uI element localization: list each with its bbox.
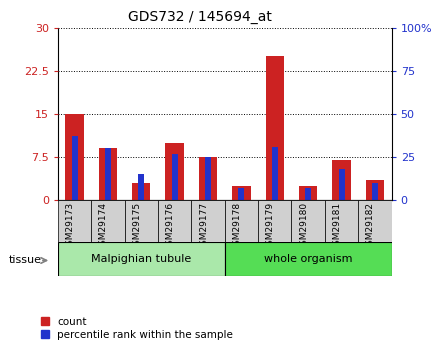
Bar <box>232 186 251 200</box>
Bar <box>266 56 284 200</box>
Text: GSM29176: GSM29176 <box>166 202 174 251</box>
Text: GSM29179: GSM29179 <box>266 202 275 251</box>
Bar <box>299 186 317 200</box>
Bar <box>332 160 351 200</box>
Text: whole organism: whole organism <box>264 254 352 264</box>
Bar <box>65 114 84 200</box>
Legend: count, percentile rank within the sample: count, percentile rank within the sample <box>41 317 233 340</box>
Bar <box>272 147 278 200</box>
Bar <box>99 148 117 200</box>
Bar <box>91 200 125 242</box>
Text: tissue: tissue <box>9 256 42 265</box>
Bar <box>125 200 158 242</box>
Bar <box>258 200 291 242</box>
Bar <box>132 183 150 200</box>
Bar <box>58 241 225 276</box>
Text: GSM29181: GSM29181 <box>332 202 342 251</box>
Bar <box>325 200 358 242</box>
Text: GSM29180: GSM29180 <box>299 202 308 251</box>
Bar <box>225 200 258 242</box>
Bar <box>339 169 344 200</box>
Bar <box>138 174 144 200</box>
Bar <box>158 200 191 242</box>
Bar <box>166 142 184 200</box>
Bar <box>199 157 217 200</box>
Text: GSM29177: GSM29177 <box>199 202 208 251</box>
Text: GDS732 / 145694_at: GDS732 / 145694_at <box>128 10 272 24</box>
Text: GSM29175: GSM29175 <box>132 202 142 251</box>
Text: GSM29173: GSM29173 <box>65 202 75 251</box>
Bar <box>305 188 311 200</box>
Bar <box>225 241 392 276</box>
Bar <box>205 157 211 200</box>
Bar <box>58 200 91 242</box>
Text: GSM29178: GSM29178 <box>232 202 241 251</box>
Bar <box>105 148 111 200</box>
Bar <box>239 188 244 200</box>
Bar <box>366 180 384 200</box>
Text: Malpighian tubule: Malpighian tubule <box>91 254 191 264</box>
Bar <box>372 183 378 200</box>
Bar <box>72 136 77 200</box>
Bar <box>191 200 225 242</box>
Bar <box>358 200 392 242</box>
Text: GSM29174: GSM29174 <box>99 202 108 251</box>
Bar <box>172 154 178 200</box>
Text: GSM29182: GSM29182 <box>366 202 375 251</box>
Bar <box>291 200 325 242</box>
